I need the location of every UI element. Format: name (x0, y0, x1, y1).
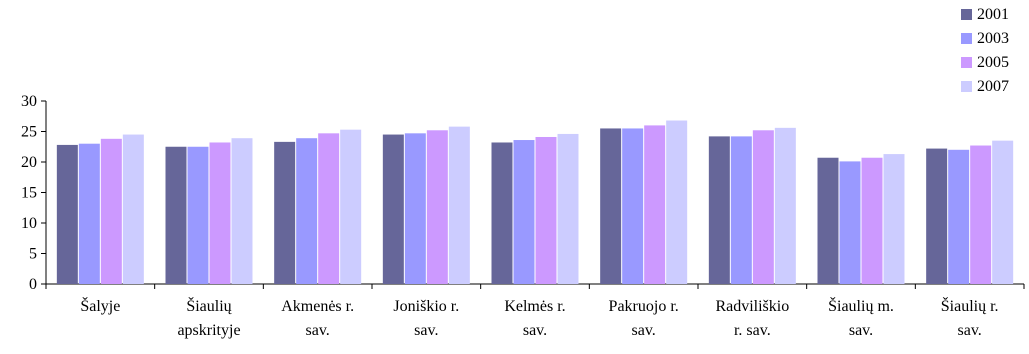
category-label: Šiaulių m. (828, 296, 894, 315)
category-label: Kelmės r. (504, 298, 565, 315)
bar-2005 (752, 130, 774, 284)
category-label: r. sav. (734, 322, 771, 339)
bar-2003 (296, 138, 318, 284)
y-tick-label: 30 (21, 93, 37, 110)
bar-2001 (382, 134, 404, 284)
legend-swatch-2001 (961, 9, 972, 20)
bar-2007 (666, 120, 688, 285)
y-tick-label: 20 (21, 154, 37, 171)
bars (56, 120, 1014, 285)
bar-2003 (404, 133, 426, 284)
bar-2001 (926, 148, 948, 284)
bar-2003 (948, 149, 970, 284)
y-tick-label: 5 (29, 246, 37, 263)
category-label: sav. (958, 322, 982, 339)
bar-2007 (122, 134, 144, 284)
legend-label-2007: 2007 (977, 78, 1009, 95)
bar-2001 (708, 136, 730, 284)
legend-swatch-2003 (961, 33, 972, 44)
category-label: Akmenės r. (281, 298, 354, 315)
category-label: Radviliškio (715, 298, 789, 315)
legend-label-2005: 2005 (977, 54, 1009, 71)
bar-2007 (557, 133, 579, 284)
legend-swatch-2005 (961, 57, 972, 68)
bar-2003 (839, 161, 861, 284)
bar-2001 (274, 141, 296, 284)
bar-2003 (187, 146, 209, 284)
bar-2005 (970, 145, 992, 284)
bar-2005 (209, 142, 231, 284)
bar-2003 (622, 128, 644, 284)
bar-2007 (448, 126, 470, 285)
bar-2005 (426, 130, 448, 284)
y-tick-label: 25 (21, 124, 37, 141)
bar-2005 (318, 133, 340, 284)
axes (41, 100, 1025, 289)
bar-2001 (165, 146, 187, 284)
category-label: apskrityje (177, 322, 240, 339)
bar-2007 (992, 140, 1014, 284)
category-label: sav. (632, 322, 656, 339)
bar-2007 (774, 127, 796, 284)
bar-2001 (491, 142, 513, 284)
category-label: sav. (849, 322, 873, 339)
category-label: Joniškio r. (393, 298, 459, 315)
bar-2005 (861, 157, 883, 284)
legend-label-2001: 2001 (977, 6, 1009, 23)
bar-2001 (600, 128, 622, 284)
bar-2007 (340, 129, 362, 284)
bar-2003 (730, 136, 752, 284)
category-label: sav. (306, 322, 330, 339)
bar-2001 (56, 144, 78, 284)
category-label: Šiaulių r. (941, 296, 999, 315)
bar-2003 (513, 140, 535, 284)
y-tick-label: 15 (21, 185, 37, 202)
category-labels: Šalyje Šiaulių apskrityje Akmenės r. sav. Jon… (80, 296, 998, 339)
bar-2001 (817, 157, 839, 284)
legend-swatch-2007 (961, 81, 972, 92)
category-label: Šalyje (80, 296, 120, 315)
legend: 2001 2003 2005 2007 (961, 6, 1009, 95)
bar-2005 (644, 125, 666, 285)
category-label: sav. (414, 322, 438, 339)
y-tick-label: 0 (29, 276, 37, 293)
category-label: Pakruojo r. (609, 298, 679, 315)
bar-2003 (78, 143, 100, 284)
y-tick-label: 10 (21, 215, 37, 232)
legend-label-2003: 2003 (977, 30, 1009, 47)
bar-2007 (883, 154, 905, 284)
bar-2007 (231, 138, 253, 284)
category-label: sav. (523, 322, 547, 339)
bar-2005 (100, 138, 122, 284)
y-tick-labels: 0 5 10 15 20 25 30 (21, 93, 37, 293)
bar-2005 (535, 136, 557, 284)
category-label: Šiaulių (186, 296, 232, 315)
